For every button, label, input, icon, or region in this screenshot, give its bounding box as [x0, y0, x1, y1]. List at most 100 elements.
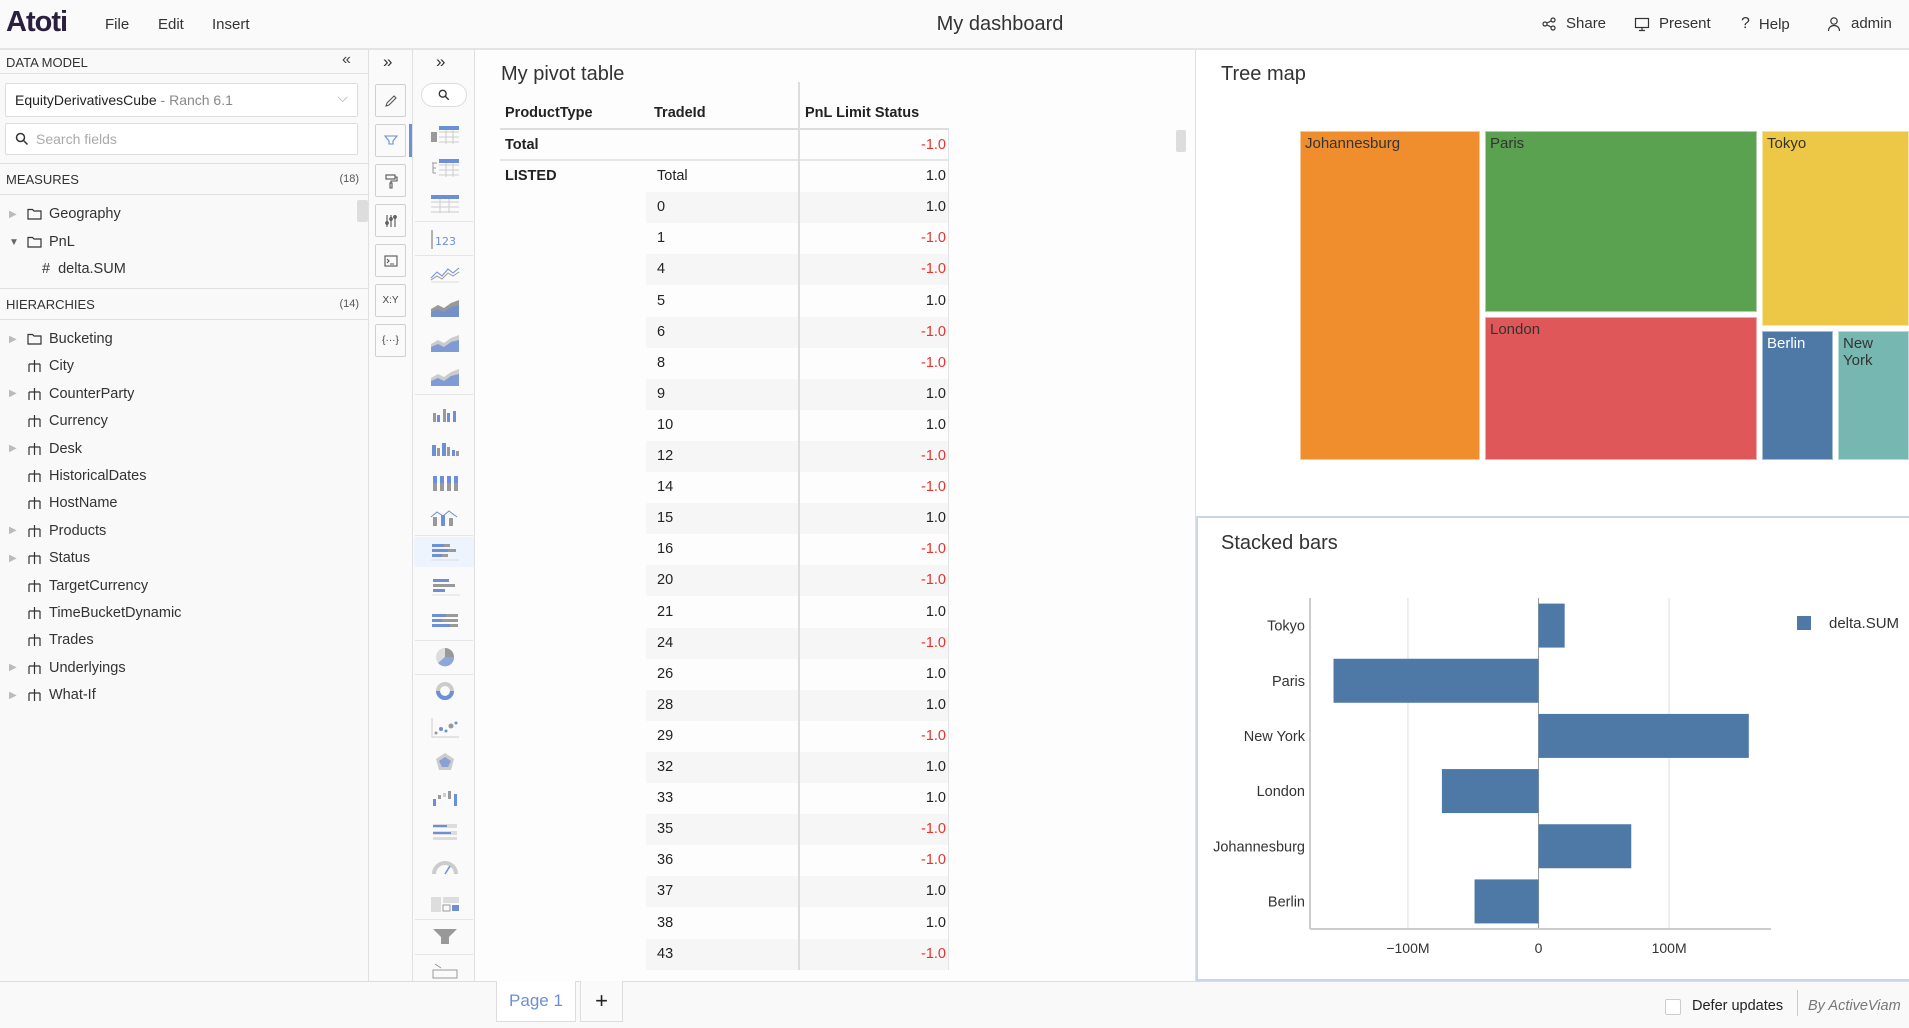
menu-insert[interactable]: Insert: [212, 16, 250, 33]
hierarchy-item[interactable]: ▶ Bucketing: [0, 326, 360, 352]
caret-right-icon[interactable]: ▶: [9, 388, 17, 400]
bar-johannesburg[interactable]: [1538, 824, 1632, 869]
table-row[interactable]: 36 -1.0: [500, 845, 949, 876]
expand-widgets-icon[interactable]: »: [436, 52, 446, 71]
braces-button[interactable]: {···}: [375, 324, 406, 357]
table-row[interactable]: Total -1.0: [500, 130, 949, 161]
table-row[interactable]: 24 -1.0: [500, 627, 949, 659]
table-row[interactable]: 20 -1.0: [500, 565, 949, 597]
table-row[interactable]: 35 -1.0: [500, 814, 949, 846]
widget-radar[interactable]: [422, 747, 468, 777]
table-row[interactable]: 8 -1.0: [500, 348, 949, 379]
header-tradeid[interactable]: TradeId: [654, 105, 706, 121]
hierarchy-item[interactable]: TargetCurrency: [0, 573, 360, 599]
hierarchy-item[interactable]: ▶ Status: [0, 545, 360, 571]
bar-paris[interactable]: [1333, 658, 1539, 703]
table-row[interactable]: 29 -1.0: [500, 721, 949, 752]
bar-berlin[interactable]: [1474, 879, 1539, 924]
treemap-cell[interactable]: London: [1485, 317, 1757, 460]
widget-scatter[interactable]: [422, 712, 468, 742]
caret-right-icon[interactable]: ▶: [9, 525, 17, 537]
treemap-cell[interactable]: Johannesburg: [1300, 131, 1480, 460]
caret-right-icon[interactable]: ▶: [9, 662, 17, 674]
widget-drillthrough[interactable]: [422, 957, 468, 987]
pencil-button[interactable]: [375, 84, 406, 117]
table-row[interactable]: 1 -1.0: [500, 223, 949, 254]
hierarchy-item[interactable]: HostName: [0, 490, 360, 516]
hierarchy-item[interactable]: TimeBucketDynamic: [0, 600, 360, 626]
table-row[interactable]: 16 -1.0: [500, 534, 949, 565]
widget-funnel[interactable]: [422, 921, 468, 951]
widget-waterfall[interactable]: [422, 782, 468, 812]
widget-layout[interactable]: [422, 889, 468, 919]
sliders-button[interactable]: [375, 204, 406, 237]
widget-table[interactable]: [422, 188, 468, 218]
legend-label[interactable]: delta.SUM: [1829, 615, 1899, 632]
cube-selector[interactable]: EquityDerivativesCube - Ranch 6.1 ⌵: [5, 83, 358, 117]
caret-right-icon[interactable]: ▶: [9, 208, 17, 220]
table-row[interactable]: 0 1.0: [500, 192, 949, 224]
table-row[interactable]: LISTED Total 1.0: [500, 161, 949, 192]
table-row[interactable]: 21 1.0: [500, 597, 949, 628]
hierarchy-item[interactable]: Trades: [0, 627, 360, 653]
table-row[interactable]: 32 1.0: [500, 752, 949, 783]
widget-clustered-column[interactable]: [422, 432, 468, 462]
widget-bar[interactable]: [422, 572, 468, 602]
hierarchy-item[interactable]: ▶ CounterParty: [0, 381, 360, 407]
hierarchy-item[interactable]: ▶ Underlyings: [0, 655, 360, 681]
present-button[interactable]: Present: [1634, 15, 1711, 32]
treemap-cell[interactable]: Berlin: [1762, 331, 1833, 460]
caret-right-icon[interactable]: ▶: [9, 552, 17, 564]
dashboard-title[interactable]: My dashboard: [936, 13, 1064, 35]
table-row[interactable]: 15 1.0: [500, 503, 949, 535]
pivot-scrollbar-thumb[interactable]: [1176, 130, 1186, 152]
measure-item[interactable]: ▶ Geography: [0, 201, 360, 227]
widget-combo[interactable]: [422, 502, 468, 532]
widget-stacked-column[interactable]: [422, 467, 468, 497]
widget-donut[interactable]: [422, 676, 468, 706]
defer-updates-label[interactable]: Defer updates: [1692, 998, 1784, 1014]
hierarchy-item[interactable]: HistoricalDates: [0, 463, 360, 489]
menu-edit[interactable]: Edit: [158, 16, 184, 33]
bar-tokyo[interactable]: [1538, 603, 1565, 648]
user-menu[interactable]: admin: [1826, 15, 1892, 32]
defer-updates-checkbox[interactable]: [1665, 999, 1681, 1015]
widget-stacked-bar[interactable]: [414, 537, 474, 567]
table-row[interactable]: 26 1.0: [500, 659, 949, 690]
widget-100-area[interactable]: [422, 361, 468, 391]
tab-page-1[interactable]: Page 1: [496, 981, 576, 1022]
search-fields-input[interactable]: Search fields: [5, 123, 358, 155]
caret-right-icon[interactable]: ▶: [9, 689, 17, 701]
header-producttype[interactable]: ProductType: [505, 105, 593, 121]
widget-bullet[interactable]: [422, 817, 468, 847]
table-row[interactable]: 38 1.0: [500, 908, 949, 939]
widget-pie[interactable]: [422, 642, 468, 672]
table-row[interactable]: 33 1.0: [500, 783, 949, 814]
table-row[interactable]: 5 1.0: [500, 286, 949, 317]
share-button[interactable]: Share: [1541, 15, 1606, 32]
hierarchies-header[interactable]: HIERARCHIES (14): [0, 288, 369, 320]
caret-down-icon[interactable]: ▼: [9, 236, 19, 248]
widget-gauge[interactable]: [422, 852, 468, 882]
xy-button[interactable]: X:Y: [375, 284, 406, 317]
caret-right-icon[interactable]: ▶: [9, 333, 17, 345]
table-row[interactable]: 37 1.0: [500, 876, 949, 908]
widget-pivot-table[interactable]: [422, 119, 468, 149]
measure-item[interactable]: # delta.SUM: [0, 256, 360, 282]
measure-item[interactable]: ▼ PnL: [0, 229, 360, 255]
widget-tree-table[interactable]: [422, 152, 468, 182]
paint-roller-button[interactable]: [375, 164, 406, 197]
table-row[interactable]: 43 -1.0: [500, 938, 949, 970]
bar-london[interactable]: [1441, 769, 1539, 814]
widget-kpi[interactable]: 123: [422, 224, 468, 254]
filter-button[interactable]: [375, 124, 406, 157]
expand-tools-icon[interactable]: »: [383, 52, 393, 71]
table-row[interactable]: 4 -1.0: [500, 254, 949, 286]
widget-line[interactable]: [422, 257, 468, 287]
table-row[interactable]: 9 1.0: [500, 378, 949, 410]
add-page-button[interactable]: +: [580, 981, 623, 1022]
menu-file[interactable]: File: [105, 16, 130, 33]
hierarchy-item[interactable]: ▶ What-If: [0, 682, 360, 708]
measures-header[interactable]: MEASURES (18): [0, 163, 369, 195]
table-row[interactable]: 12 -1.0: [500, 441, 949, 472]
